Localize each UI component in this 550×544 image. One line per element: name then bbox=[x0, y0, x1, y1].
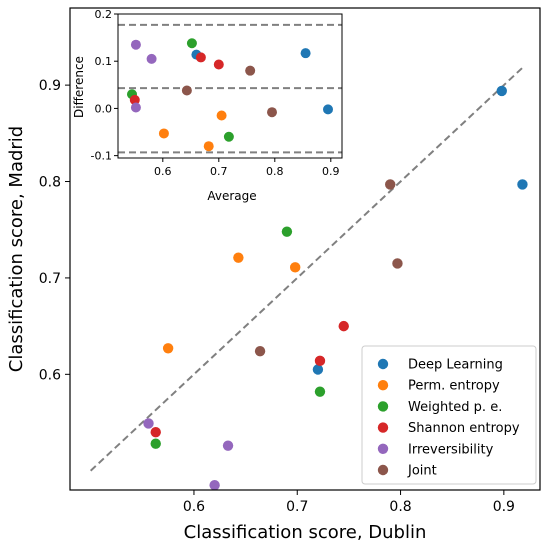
main-data-point bbox=[496, 85, 507, 97]
inset-data-point bbox=[213, 59, 224, 70]
x-tick-label: 0.7 bbox=[286, 499, 308, 515]
inset-frame bbox=[117, 13, 343, 159]
main-data-point bbox=[517, 179, 528, 190]
main-data-point bbox=[233, 252, 244, 263]
y-axis-title: Classification score, Madrid bbox=[6, 126, 27, 372]
inset-data-point bbox=[158, 128, 169, 139]
main-data-point bbox=[314, 355, 326, 367]
main-data-point bbox=[209, 479, 220, 491]
y-tick-label: 0.9 bbox=[39, 78, 61, 94]
inset-x-tick-label: 0.7 bbox=[210, 165, 228, 178]
main-data-point bbox=[162, 343, 174, 354]
x-tick-label: 0.8 bbox=[389, 499, 411, 515]
inset-x-tick-label: 0.9 bbox=[322, 165, 340, 178]
legend-label: Perm. entropy bbox=[408, 379, 500, 394]
inset-data-point bbox=[203, 141, 214, 152]
y-tick-label: 0.7 bbox=[39, 271, 61, 287]
legend-items: Deep Learning Perm. entropy Weighted p. e.… bbox=[377, 358, 520, 479]
inset-plot: 0.6 0.7 0.8 0.9 -0.1 0.0 0.1 0.2 Average Differ… bbox=[72, 8, 343, 203]
legend-label: Shannon entropy bbox=[408, 421, 520, 436]
y-tick-label: 0.6 bbox=[39, 367, 61, 383]
main-plot-frame bbox=[69, 7, 541, 491]
x-axis-title: Classification score, Dublin bbox=[184, 522, 427, 543]
legend-marker bbox=[377, 422, 389, 433]
main-data-point bbox=[254, 345, 266, 357]
legend-label: Joint bbox=[407, 464, 437, 479]
inset-y-tick-label: 0.1 bbox=[95, 55, 113, 68]
main-points bbox=[143, 85, 528, 491]
main-data-point bbox=[289, 262, 301, 273]
main-ticks: 0.6 0.7 0.8 0.9 0.6 0.7 0.8 0.9 bbox=[39, 78, 515, 515]
main-data-point bbox=[314, 386, 326, 397]
legend-box bbox=[361, 345, 537, 485]
main-data-point bbox=[222, 440, 234, 451]
main-data-point bbox=[150, 438, 161, 449]
main-data-point bbox=[143, 418, 154, 429]
inset-data-point bbox=[245, 65, 256, 76]
legend-label: Deep Learning bbox=[408, 358, 503, 373]
inset-reference-lines bbox=[118, 23, 342, 154]
inset-data-point bbox=[181, 85, 192, 96]
inset-x-tick-label: 0.8 bbox=[266, 165, 284, 178]
legend-label: Weighted p. e. bbox=[408, 400, 502, 415]
inset-y-axis-title: Difference bbox=[72, 56, 86, 118]
x-tick-label: 0.9 bbox=[493, 499, 515, 515]
inset-data-point bbox=[129, 94, 140, 105]
legend-label: Irreversibility bbox=[408, 442, 494, 457]
inset-data-point bbox=[130, 39, 141, 50]
main-data-point bbox=[150, 426, 161, 438]
main-plot: 0.6 0.7 0.8 0.9 0.6 0.7 0.8 0.9 Classification … bbox=[6, 7, 541, 543]
inset-y-tick-label: 0.0 bbox=[95, 102, 113, 115]
y-tick-label: 0.8 bbox=[39, 175, 61, 191]
inset-data-point bbox=[223, 131, 234, 142]
legend-marker bbox=[377, 380, 389, 391]
inset-y-tick-label: 0.2 bbox=[95, 8, 113, 21]
inset-data-point bbox=[186, 38, 197, 49]
legend-marker bbox=[377, 401, 389, 412]
inset-x-axis-title: Average bbox=[207, 189, 256, 203]
main-data-point bbox=[385, 179, 396, 190]
inset-x-tick-label: 0.6 bbox=[154, 165, 172, 178]
inset-data-point bbox=[130, 102, 141, 113]
main-data-point bbox=[392, 258, 403, 269]
legend-marker bbox=[377, 464, 389, 476]
legend-marker bbox=[377, 358, 389, 370]
inset-ticks: 0.6 0.7 0.8 0.9 -0.1 0.0 0.1 0.2 bbox=[91, 8, 340, 178]
inset-y-tick-label: -0.1 bbox=[91, 150, 112, 163]
x-tick-label: 0.6 bbox=[183, 499, 205, 515]
legend-marker bbox=[377, 443, 389, 454]
main-data-point bbox=[312, 364, 324, 375]
inset-data-point bbox=[300, 48, 311, 59]
inset-data-point bbox=[195, 52, 206, 63]
main-data-point bbox=[338, 320, 349, 332]
inset-data-point bbox=[323, 104, 333, 115]
inset-data-point bbox=[267, 107, 277, 118]
legend: Deep Learning Perm. entropy Weighted p. e.… bbox=[361, 345, 537, 485]
main-data-point bbox=[281, 226, 293, 237]
inset-data-point bbox=[146, 53, 157, 64]
inset-points bbox=[127, 38, 333, 152]
inset-data-point bbox=[216, 110, 227, 121]
